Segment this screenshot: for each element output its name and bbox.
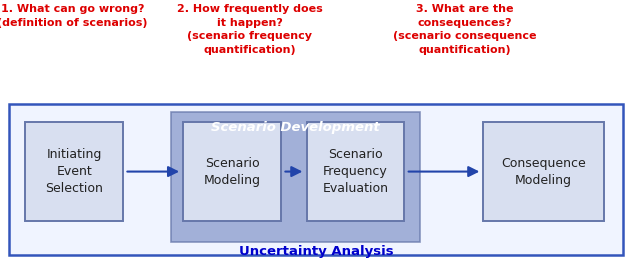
- Text: 1. What can go wrong?
(definition of scenarios): 1. What can go wrong? (definition of sce…: [0, 4, 148, 28]
- FancyBboxPatch shape: [183, 122, 281, 221]
- Text: Scenario
Modeling: Scenario Modeling: [204, 157, 261, 186]
- FancyBboxPatch shape: [307, 122, 404, 221]
- FancyBboxPatch shape: [483, 122, 604, 221]
- Text: 3. What are the
consequences?
(scenario consequence
quantification): 3. What are the consequences? (scenario …: [392, 4, 537, 55]
- FancyBboxPatch shape: [25, 122, 123, 221]
- Text: Uncertainty Analysis: Uncertainty Analysis: [239, 245, 393, 258]
- Text: 2. How frequently does
it happen?
(scenario frequency
quantification): 2. How frequently does it happen? (scena…: [177, 4, 322, 55]
- FancyBboxPatch shape: [171, 112, 420, 242]
- Text: Initiating
Event
Selection: Initiating Event Selection: [46, 148, 103, 195]
- FancyBboxPatch shape: [9, 104, 623, 255]
- Text: Consequence
Modeling: Consequence Modeling: [501, 157, 586, 186]
- Text: Scenario
Frequency
Evaluation: Scenario Frequency Evaluation: [322, 148, 389, 195]
- Text: Scenario Development: Scenario Development: [211, 121, 380, 134]
